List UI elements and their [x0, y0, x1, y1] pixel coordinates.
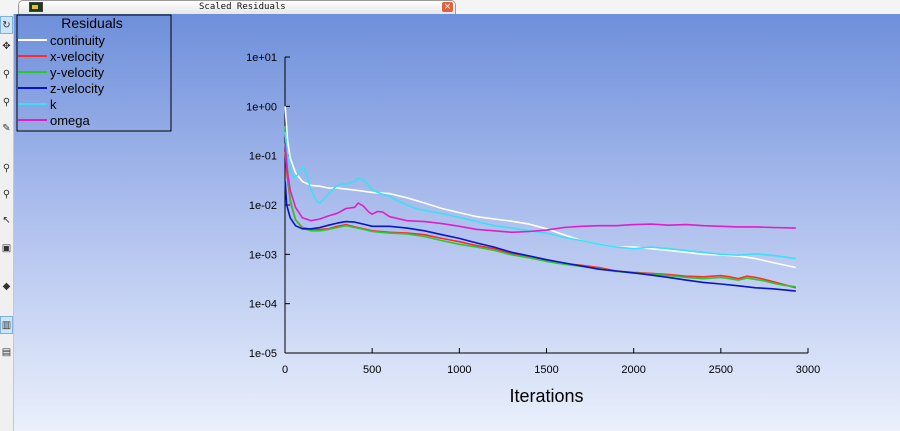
- legend-label-x-velocity: x-velocity: [50, 49, 105, 64]
- zoom-out-icon[interactable]: ⚲: [2, 97, 11, 108]
- zoom-to-area-icon[interactable]: ⚲: [2, 163, 11, 174]
- display-options-icon[interactable]: ▥: [0, 316, 13, 334]
- legend-label-k: k: [50, 97, 57, 112]
- title-bar: Scaled Residuals ×: [0, 0, 900, 14]
- views-icon[interactable]: ▤: [1, 347, 12, 358]
- camera-icon[interactable]: ▣: [1, 243, 12, 254]
- series-line-k: [284, 132, 796, 260]
- series-line-omega: [284, 143, 796, 234]
- tab-title: Scaled Residuals: [199, 2, 286, 12]
- y-tick-label: 1e-03: [249, 249, 277, 261]
- select-icon[interactable]: ↖: [2, 215, 11, 226]
- x-tick-label: 2000: [621, 364, 645, 376]
- view-menu-icon[interactable]: ◆: [2, 281, 11, 292]
- chart-axes: 1e-05 1e-04 1e-03 1e-02 1e-01 1e+00 1e+01 0 500 1…: [246, 52, 820, 406]
- y-tick-label: 1e-05: [249, 348, 277, 360]
- legend-label-continuity: continuity: [50, 33, 105, 48]
- fluent-app-icon: [29, 2, 43, 12]
- graphics-toolbar: ↻ ✥ ⚲ ⚲ ✎ ⚲ ⚲ ↖ ▣ ◆ ▥ ▤: [0, 14, 14, 431]
- y-tick-label: 1e+01: [246, 52, 277, 64]
- legend: Residuals continuityx-velocityy-velocityz…: [16, 14, 172, 132]
- y-tick-label: 1e-02: [249, 200, 277, 212]
- series-line-y-velocity: [284, 125, 796, 288]
- x-tick-label: 1500: [534, 364, 558, 376]
- series-line-x-velocity: [284, 151, 797, 289]
- x-tick-label: 2500: [709, 364, 733, 376]
- series-line-continuity: [284, 106, 796, 269]
- x-tick-label: 1000: [447, 364, 471, 376]
- zoom-in-icon[interactable]: ⚲: [2, 69, 11, 80]
- x-tick-label: 3000: [796, 364, 820, 376]
- plot-area: 1e-05 1e-04 1e-03 1e-02 1e-01 1e+00 1e+01 0 500 1…: [14, 14, 900, 431]
- y-tick-label: 1e+00: [246, 101, 277, 113]
- legend-label-y-velocity: y-velocity: [50, 65, 105, 80]
- probe-icon[interactable]: ✎: [2, 123, 11, 134]
- x-axis-label: Iterations: [509, 386, 583, 406]
- x-tick-label: 0: [282, 364, 288, 376]
- x-tick-label: 500: [363, 364, 381, 376]
- legend-title: Residuals: [61, 15, 122, 31]
- rotate-icon[interactable]: ↻: [0, 16, 13, 34]
- close-icon[interactable]: ×: [442, 2, 453, 12]
- residuals-chart: 1e-05 1e-04 1e-03 1e-02 1e-01 1e+00 1e+01 0 500 1…: [16, 14, 820, 406]
- series-lines: [284, 106, 797, 292]
- series-line-z-velocity: [284, 181, 796, 292]
- fit-to-window-icon[interactable]: ⚲: [2, 189, 11, 200]
- legend-box: [16, 14, 172, 132]
- y-tick-label: 1e-04: [249, 299, 277, 311]
- pan-icon[interactable]: ✥: [2, 41, 11, 52]
- window-tab[interactable]: Scaled Residuals ×: [18, 0, 456, 14]
- y-tick-label: 1e-01: [249, 151, 277, 163]
- legend-label-omega: omega: [50, 113, 91, 128]
- legend-label-z-velocity: z-velocity: [50, 81, 105, 96]
